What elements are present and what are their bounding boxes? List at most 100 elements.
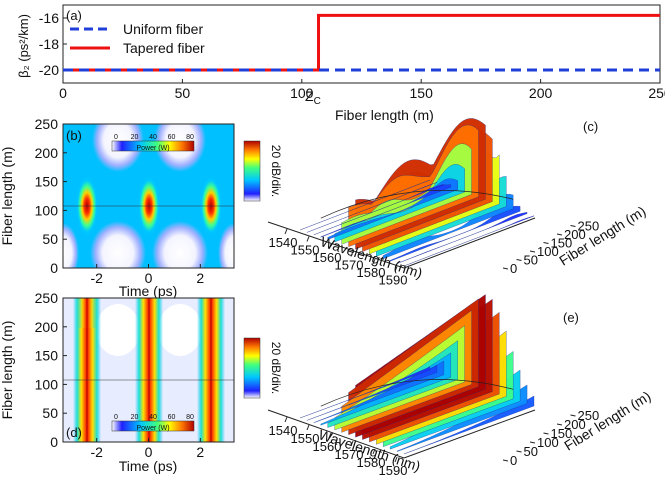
waterfall-slice — [327, 178, 458, 240]
x-tick-label: 1570 — [335, 258, 364, 273]
panel-a-legend: Uniform fiber Tapered fiber — [70, 21, 205, 56]
panel-c-waterfall — [299, 118, 535, 267]
panel-a-y-tick-label: -18 — [39, 36, 59, 52]
waterfall-slice — [396, 212, 528, 264]
y-tick-label: 200 — [35, 145, 59, 161]
y-tick-label: 100 — [35, 376, 59, 392]
panel-a-x-tick-label: 150 — [410, 85, 434, 101]
y-tick-mark — [570, 225, 576, 227]
colorbar-tick-label: 0 — [114, 134, 118, 141]
x-tick-mark — [372, 448, 376, 455]
x-tick-label: 1560 — [313, 250, 342, 265]
panel-d-x-ticks: -2 0 2 — [90, 438, 204, 460]
legend-tapered-label: Tapered fiber — [123, 40, 205, 56]
panel-c-x-axis — [267, 221, 405, 269]
x-tick-label: 1540 — [269, 423, 298, 438]
x-tick-mark — [328, 432, 332, 439]
colorbar-tick-label: 80 — [186, 134, 194, 141]
y-tick-mark — [516, 450, 522, 453]
panel-e-x-axis — [267, 409, 405, 459]
panel-d-colorbar-label: Power (W) — [136, 425, 169, 432]
panel-a: 0 50 100 150 200 250 -16 -18 -20 (a) Uniform fi… — [16, 4, 665, 123]
colorbar-tick-label: 20 — [131, 134, 139, 141]
panel-b-colorbar — [111, 140, 195, 152]
panel-b-label: (b) — [66, 128, 82, 143]
y-tick-label: 50 — [42, 405, 58, 421]
panel-a-plot — [63, 13, 660, 72]
y-tick-label: 150 — [35, 174, 59, 190]
x-tick-mark — [350, 440, 354, 447]
panel-b-ylabel: Fiber length (m) — [0, 147, 15, 246]
panel-c-label: (c) — [583, 119, 598, 134]
colorbar-tick-label: 40 — [149, 134, 157, 141]
y-tick-label: 200 — [564, 417, 586, 432]
x-tick-mark — [284, 228, 288, 235]
panel-b-y-ticks: 0 50 100 150 200 250 — [35, 116, 67, 276]
y-tick-label: 250 — [578, 219, 600, 234]
panel-c-y-axis — [403, 217, 536, 269]
y-tick-label: 250 — [578, 408, 600, 423]
panel-e-colorbar-label: 20 dB/div. — [269, 342, 283, 394]
y-tick-label: 150 — [551, 236, 573, 251]
x-tick-label: 1590 — [379, 463, 408, 478]
panel-a-zc-label: ZC — [305, 88, 321, 107]
waterfall-slice — [306, 182, 438, 233]
y-tick-mark — [529, 250, 536, 253]
panel-e-y-axis — [403, 409, 536, 459]
x-tick-label: 1550 — [291, 431, 320, 446]
waterfall-trace — [320, 190, 514, 219]
x-tick-label: 1590 — [379, 273, 408, 288]
x-tick-label: 0 — [145, 444, 153, 460]
x-tick-label: 2 — [196, 444, 204, 460]
panel-a-y-tick-label: -16 — [39, 10, 59, 26]
y-tick-label: 100 — [35, 202, 59, 218]
y-tick-mark — [570, 414, 576, 417]
panel-b-colorbar-label: Power (W) — [136, 145, 169, 152]
colorbar-tick-label: 0 — [114, 414, 118, 421]
x-tick-mark — [372, 258, 376, 265]
y-tick-label: 0 — [510, 453, 517, 468]
y-tick-label: 200 — [564, 227, 586, 242]
x-tick-mark — [394, 456, 398, 463]
y-tick-label: 50 — [524, 444, 538, 459]
panel-d-label: (d) — [66, 425, 82, 440]
y-tick-label: 150 — [35, 348, 59, 364]
panel-a-ylabel: β₂ (ps²/km) — [16, 14, 31, 78]
waterfall-slice — [313, 184, 445, 236]
y-tick-label: 100 — [537, 435, 559, 450]
panel-b-colorbar-ticks: 0 20 40 60 80 — [114, 134, 194, 141]
y-tick-label: 150 — [551, 426, 573, 441]
series-line-tapered — [63, 13, 660, 72]
waterfall-slice — [299, 179, 431, 231]
y-tick-label: 200 — [35, 319, 59, 335]
x-tick-mark — [350, 251, 354, 257]
panel-e-label: (e) — [563, 310, 579, 325]
legend-uniform-label: Uniform fiber — [123, 21, 203, 37]
x-tick-label: 0 — [145, 270, 153, 286]
x-tick-label: 1580 — [357, 265, 386, 280]
panel-d-ylabel: Fiber length (m) — [0, 321, 15, 420]
colorbar-tick-label: 40 — [149, 414, 157, 421]
y-tick-label: 100 — [537, 244, 559, 259]
panel-a-y-tick-label: -20 — [39, 62, 59, 78]
y-tick-mark — [543, 242, 549, 244]
panel-d: 0 20 40 60 80 Power (W) (d) -2 0 2 0 50 100 150 20… — [0, 290, 283, 474]
y-tick-mark — [556, 233, 563, 236]
y-tick-mark — [516, 259, 522, 261]
x-tick-mark — [394, 266, 398, 272]
x-tick-label: 2 — [196, 270, 204, 286]
panel-d-xlabel: Time (ps) — [119, 458, 178, 474]
x-tick-label: -2 — [90, 270, 103, 286]
x-tick-label: 1580 — [357, 455, 386, 470]
panel-a-x-tick-label: 100 — [290, 85, 314, 101]
panel-a-y-ticks: -16 -18 -20 — [39, 10, 67, 78]
panel-a-x-tick-label: 0 — [59, 85, 67, 101]
colorbar-tick-label: 80 — [186, 414, 194, 421]
panel-c-colorbar-label: 20 dB/div. — [269, 145, 283, 197]
y-tick-label: 50 — [42, 231, 58, 247]
